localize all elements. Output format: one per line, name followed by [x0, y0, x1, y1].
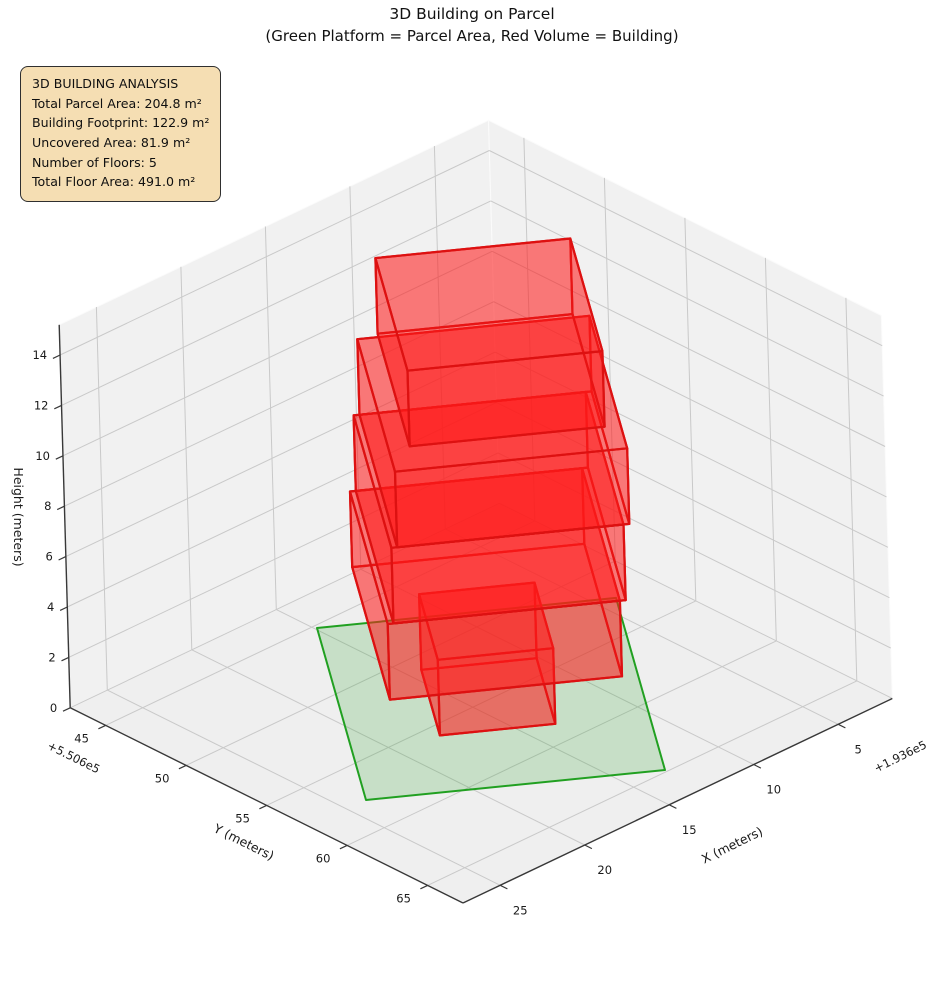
grid-z-right — [496, 402, 890, 599]
y-tick-label: 65 — [396, 891, 411, 905]
grid-z-right — [494, 351, 889, 548]
grid-y-wall — [764, 257, 777, 641]
grid-z-left — [67, 402, 497, 608]
z-axis-label: Height (meters) — [11, 467, 26, 566]
info-box-title: 3D BUILDING ANALYSIS — [32, 76, 179, 91]
floor-5-top-face — [374, 237, 604, 372]
info-box-line-footprint: Building Footprint: 122.9 m² — [32, 115, 210, 131]
y-tick-label: 45 — [74, 731, 89, 745]
z-tick — [62, 707, 71, 712]
z-tick-label: 6 — [45, 550, 52, 564]
x-tick-label: 25 — [513, 903, 528, 917]
grid-z-left — [59, 150, 490, 356]
grid-z-left — [61, 200, 492, 406]
z-tick — [54, 404, 62, 410]
grid-y-floor — [427, 680, 858, 886]
y-tick — [420, 884, 428, 890]
z-tick — [59, 606, 68, 611]
info-box-line-floors: Number of Floors: 5 — [32, 154, 157, 170]
grid-x-wall — [180, 266, 193, 650]
chart-title: 3D Building on Parcel (Green Platform = … — [0, 5, 944, 45]
grid-x-wall — [95, 306, 108, 691]
y-axis-label: Y (meters) — [210, 820, 276, 863]
grid-y-floor — [185, 560, 616, 766]
info-box-line-uncovered-area: Uncovered Area: 81.9 m² — [32, 134, 191, 150]
grid-z-right — [497, 452, 892, 649]
y-tick-label: 50 — [155, 771, 170, 785]
x-axis-line — [462, 697, 893, 904]
z-tick — [52, 354, 61, 359]
z-tick-label: 8 — [44, 499, 51, 513]
x-tick-label: 15 — [682, 823, 697, 837]
z-tick — [56, 505, 65, 511]
info-box-line-floor-area: Total Floor Area: 491.0 m² — [32, 174, 196, 190]
grid-z-left — [65, 351, 496, 558]
z-tick-label: 10 — [35, 449, 50, 463]
z-tick-label: 4 — [47, 600, 54, 614]
floor-1-top-face — [418, 581, 555, 661]
x-tick — [753, 763, 762, 769]
z-tick-label: 14 — [32, 348, 47, 362]
z-tick — [58, 556, 67, 561]
z-tick — [55, 455, 64, 460]
grid-y-wall — [845, 297, 858, 681]
x-tick — [584, 844, 593, 850]
z-tick-label: 2 — [48, 650, 55, 664]
y-tick-label: 60 — [316, 851, 331, 865]
z-tick-label: 12 — [34, 398, 49, 412]
grid-y-wall — [603, 177, 616, 561]
grid-y-wall — [684, 217, 697, 601]
info-box-line-parcel-area: Total Parcel Area: 204.8 m² — [32, 95, 202, 111]
y-tick — [339, 844, 348, 850]
x-tick — [837, 723, 846, 729]
y-tick-label: 55 — [235, 811, 250, 825]
grid-x-wall — [433, 145, 446, 530]
grid-z-right — [493, 301, 887, 498]
grid-x-wall — [264, 226, 277, 610]
z-axis-line — [58, 324, 71, 708]
grid-z-left — [68, 452, 499, 658]
x-tick — [668, 804, 677, 809]
y-tick — [98, 724, 106, 730]
parcel-platform — [316, 596, 666, 801]
grid-z-left — [64, 301, 494, 507]
grid-z-right — [499, 502, 893, 699]
chart-title-line1: 3D Building on Parcel — [389, 5, 555, 23]
grid-z-right — [489, 150, 883, 347]
analysis-info-box: 3D BUILDING ANALYSIS Total Parcel Area: … — [20, 66, 222, 202]
x-tick-label: 5 — [855, 742, 862, 756]
chart-title-line2: (Green Platform = Parcel Area, Red Volum… — [265, 27, 679, 45]
x-tick — [499, 884, 508, 890]
x-axis-label: X (meters) — [699, 824, 765, 867]
x-tick-label: 20 — [597, 863, 612, 877]
y-tick — [259, 804, 267, 810]
grid-z-left — [62, 250, 493, 457]
y-tick — [178, 764, 187, 770]
grid-z-right — [491, 250, 886, 447]
grid-y-floor — [346, 640, 777, 846]
x-axis-offset-label: +1.936e5 — [872, 738, 929, 776]
x-tick-label: 10 — [766, 783, 781, 797]
grid-z-right — [490, 200, 884, 397]
grid-z-left — [69, 502, 500, 709]
z-tick — [61, 656, 69, 662]
z-tick-label: 0 — [50, 701, 57, 715]
grid-y-floor — [266, 600, 697, 806]
